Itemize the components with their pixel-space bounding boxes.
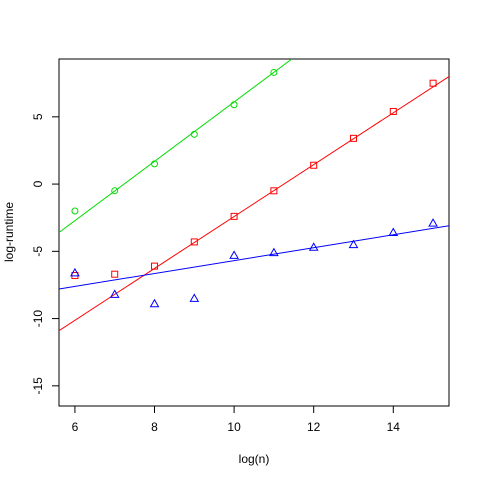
data-point-triangle xyxy=(149,298,160,308)
fit-line xyxy=(59,225,449,290)
y-tick-label: 0 xyxy=(31,180,45,187)
data-point-circle xyxy=(111,187,119,195)
data-point-triangle xyxy=(428,218,438,227)
x-axis: 6 8 10 12 14 xyxy=(72,406,401,434)
data-point-square xyxy=(190,238,198,246)
data-point-square xyxy=(151,262,159,270)
data-point-circle xyxy=(151,160,159,168)
data-point-circle xyxy=(190,130,198,138)
y-tick-label: 5 xyxy=(31,113,45,120)
x-tick-label: 10 xyxy=(227,420,241,434)
data-point-circle xyxy=(230,101,238,109)
data-point-square xyxy=(389,107,397,115)
series-circle xyxy=(59,59,293,233)
y-tick-label: -5 xyxy=(31,246,45,257)
x-tick-label: 6 xyxy=(72,420,79,434)
data-point-triangle xyxy=(70,267,80,277)
data-point-square xyxy=(230,212,238,220)
y-tick-label: -15 xyxy=(31,377,45,395)
data-point-triangle xyxy=(109,289,120,298)
y-tick-label: -10 xyxy=(31,310,45,328)
data-point-triangle xyxy=(189,293,200,302)
series-triangle xyxy=(59,218,449,308)
x-tick-label: 14 xyxy=(387,420,401,434)
data-point-circle xyxy=(71,207,79,215)
fit-line xyxy=(59,76,449,332)
x-tick-label: 12 xyxy=(307,420,321,434)
data-point-triangle xyxy=(388,227,399,236)
data-point-square xyxy=(111,270,119,278)
data-point-triangle xyxy=(229,250,239,259)
y-axis: -15 -10 -5 0 5 xyxy=(31,113,59,394)
data-point-square xyxy=(349,134,357,142)
data-point-square xyxy=(429,79,437,87)
y-axis-title: log-runtime xyxy=(2,202,16,262)
x-tick-label: 8 xyxy=(151,420,158,434)
series-square xyxy=(59,76,449,332)
data-point-square xyxy=(270,187,278,195)
data-point-triangle xyxy=(269,247,279,257)
plot-area xyxy=(58,58,450,407)
x-axis-title: log(n) xyxy=(239,452,270,466)
data-point-triangle xyxy=(348,239,359,249)
data-point-square xyxy=(310,161,318,169)
fit-line xyxy=(59,59,293,233)
data-point-triangle xyxy=(308,242,319,251)
data-point-circle xyxy=(270,68,278,76)
